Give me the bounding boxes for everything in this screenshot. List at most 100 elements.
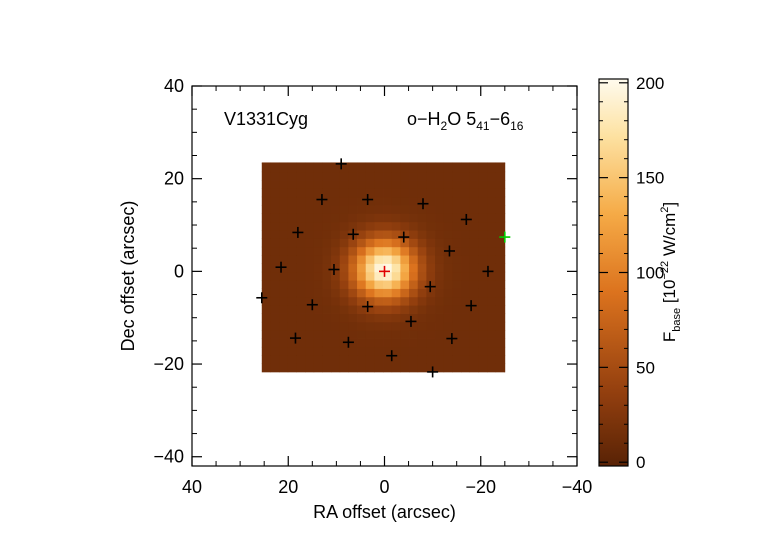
heatmap-cell	[383, 180, 393, 189]
heatmap-cell	[383, 321, 393, 331]
heatmap-cell	[391, 338, 401, 348]
heatmap-cell	[305, 305, 315, 314]
heatmap-cell	[270, 230, 280, 239]
heatmap-cell	[391, 230, 401, 239]
colorbar-tick-label: 0	[636, 453, 645, 472]
heatmap-cell	[374, 180, 384, 189]
heatmap-cell	[313, 288, 323, 298]
heatmap-cell	[461, 238, 471, 248]
heatmap-cell	[495, 271, 505, 281]
line-name-part: O 5	[447, 109, 476, 129]
heatmap-cell	[322, 321, 332, 331]
heatmap-cell	[426, 363, 436, 373]
heatmap-cell	[374, 296, 384, 306]
heatmap-cell	[305, 230, 315, 239]
heatmap-cell	[469, 255, 479, 264]
heatmap-cell	[296, 305, 306, 314]
heatmap-cell	[383, 305, 393, 314]
heatmap-cell	[487, 255, 497, 264]
heatmap-cell	[400, 163, 410, 173]
heatmap-cell	[409, 321, 419, 331]
heatmap-cell	[443, 296, 453, 306]
heatmap-cell	[374, 213, 384, 223]
heatmap-cell	[313, 296, 323, 306]
heatmap-cell	[383, 188, 393, 198]
heatmap-cell	[435, 330, 445, 339]
heatmap-cell	[322, 188, 332, 198]
heatmap-cell	[391, 238, 401, 248]
heatmap-cell	[331, 263, 341, 273]
heatmap-cell	[469, 263, 479, 273]
heatmap-cell	[487, 230, 497, 239]
heatmap-cell	[409, 180, 419, 189]
heatmap-cell	[348, 213, 358, 223]
y-axis-ticks: −40 −20 0 20 40	[153, 76, 577, 467]
heatmap-cell	[305, 338, 315, 348]
heatmap-cell	[443, 221, 453, 231]
heatmap-cell	[357, 280, 367, 289]
heatmap-cell	[487, 162, 497, 164]
heatmap-cell	[383, 355, 393, 364]
heatmap-cell	[461, 171, 471, 181]
heatmap-cell	[270, 271, 280, 281]
heatmap-cell	[504, 163, 506, 173]
heatmap-cell	[469, 280, 479, 289]
heatmap-cell	[478, 171, 488, 181]
heatmap-cell	[487, 338, 497, 348]
heatmap-cell	[287, 163, 297, 173]
heatmap-cell	[287, 238, 297, 248]
heatmap-cell	[339, 238, 349, 248]
heatmap-cell	[313, 246, 323, 256]
heatmap-cell	[504, 313, 506, 323]
heatmap-cell	[339, 180, 349, 189]
heatmap-cell	[357, 363, 367, 373]
heatmap-cell	[400, 246, 410, 256]
heatmap-cell	[305, 205, 315, 214]
heatmap-cell	[296, 213, 306, 223]
heatmap-cell	[409, 196, 419, 206]
heatmap-cell	[443, 196, 453, 206]
heatmap-cell	[426, 271, 436, 281]
heatmap-cell	[461, 162, 471, 164]
heatmap-cell	[435, 263, 445, 273]
heatmap-cell	[409, 330, 419, 339]
heatmap-cell	[348, 271, 358, 281]
heatmap-cell	[348, 255, 358, 264]
heatmap-cell	[409, 255, 419, 264]
heatmap-cell	[504, 296, 506, 306]
heatmap-cell	[374, 271, 384, 281]
heatmap-cell	[443, 313, 453, 323]
heatmap-cell	[461, 246, 471, 256]
heatmap-cell	[426, 163, 436, 173]
heatmap-cell	[391, 213, 401, 223]
heatmap-cell	[435, 171, 445, 181]
heatmap-cell	[365, 180, 375, 189]
heatmap-cell	[391, 305, 401, 314]
heatmap-cell	[504, 213, 506, 223]
heatmap-cell	[452, 246, 462, 256]
heatmap-cell	[452, 296, 462, 306]
heatmap-cell	[331, 338, 341, 348]
heatmap-cell	[270, 171, 280, 181]
heatmap-cell	[313, 205, 323, 214]
heatmap-cell	[400, 321, 410, 331]
heatmap-cell	[469, 230, 479, 239]
heatmap-cell	[287, 288, 297, 298]
heatmap-cell	[383, 162, 393, 164]
heatmap-cell	[495, 246, 505, 256]
heatmap-cell	[296, 163, 306, 173]
heatmap-cell	[305, 255, 315, 264]
heatmap-cell	[313, 171, 323, 181]
heatmap-cell	[305, 330, 315, 339]
heatmap-cell	[504, 180, 506, 189]
heatmap-cell	[313, 188, 323, 198]
heatmap-cell	[339, 271, 349, 281]
heatmap-cell	[374, 313, 384, 323]
heatmap-cell	[478, 205, 488, 214]
heatmap-cell	[313, 196, 323, 206]
heatmap-cell	[270, 321, 280, 331]
heatmap-cell	[478, 221, 488, 231]
heatmap-cell	[374, 321, 384, 331]
spaxel-markers	[256, 158, 511, 378]
heatmap-cell	[443, 346, 453, 356]
